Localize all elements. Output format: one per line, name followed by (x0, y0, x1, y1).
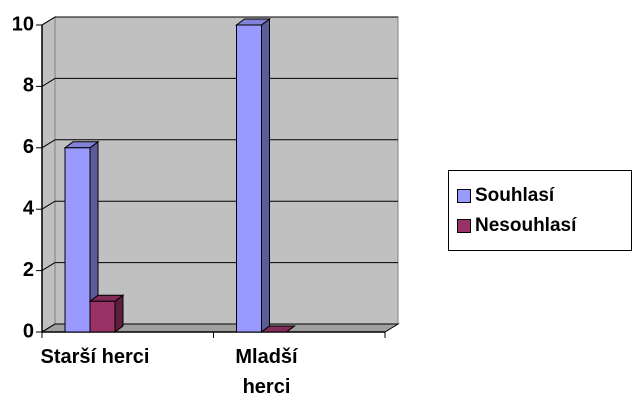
x-tick-label: Starší herci (40, 346, 150, 368)
x-tick-label: Mladší herci (235, 346, 298, 398)
bar (63, 140, 100, 333)
grid-line-side (41, 77, 56, 87)
grid-line-side (41, 16, 56, 26)
grid-line-side (41, 200, 56, 210)
y-tick-label: 4 (23, 197, 35, 219)
bar-front (236, 24, 262, 333)
legend: Souhlasí Nesouhlasí (448, 170, 632, 251)
bar-front (64, 147, 91, 333)
bar (235, 18, 271, 333)
bar-side (261, 18, 270, 333)
bar (260, 325, 296, 333)
back-wall (54, 16, 399, 325)
grid-line-side (41, 323, 56, 333)
legend-label: Nesouhlasí (475, 215, 577, 236)
legend-swatch (457, 189, 471, 203)
y-tick-label: 2 (23, 259, 34, 281)
bar-top (260, 325, 296, 333)
side-wall (41, 16, 56, 333)
legend-item: Souhlasí (457, 185, 554, 207)
grid-line-side (41, 139, 56, 149)
legend-item: Nesouhlasí (457, 215, 576, 237)
y-tick-label: 0 (23, 320, 34, 342)
legend-label: Souhlasí (475, 185, 555, 206)
legend-swatch (457, 219, 471, 233)
y-tick-label: 10 (12, 13, 34, 35)
bar-front (89, 300, 116, 333)
y-tick-label: 8 (23, 75, 34, 97)
bar (88, 294, 125, 333)
y-tick-label: 6 (23, 136, 34, 158)
grid-line-side (41, 262, 56, 272)
